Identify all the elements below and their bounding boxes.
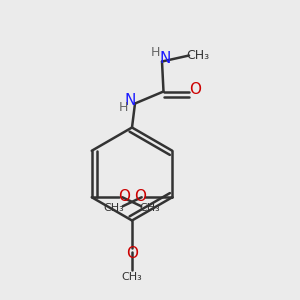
Text: CH₃: CH₃ (122, 272, 142, 283)
Text: H: H (151, 46, 160, 59)
Text: H: H (119, 100, 128, 114)
Text: CH₃: CH₃ (140, 203, 160, 213)
Text: N: N (159, 51, 171, 66)
Text: O: O (190, 82, 202, 98)
Text: CH₃: CH₃ (186, 49, 209, 62)
Text: CH₃: CH₃ (103, 203, 124, 213)
Text: N: N (125, 93, 136, 108)
Text: O: O (126, 246, 138, 261)
Text: O: O (134, 189, 146, 204)
Text: O: O (118, 189, 130, 203)
